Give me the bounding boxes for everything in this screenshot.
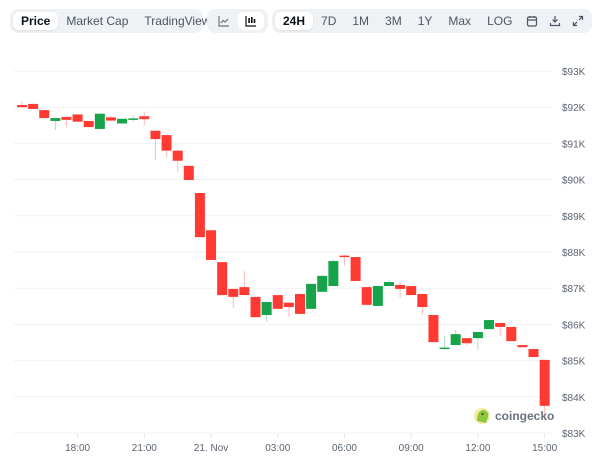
x-tick-label: 03:00 bbox=[265, 443, 290, 454]
x-tick-label: 12:00 bbox=[465, 443, 490, 454]
candle-down[interactable] bbox=[139, 116, 150, 120]
candlestick-chart-button[interactable] bbox=[238, 12, 265, 30]
candle-up[interactable] bbox=[306, 283, 317, 309]
candle-down[interactable] bbox=[61, 116, 72, 120]
y-tick-label: $87K bbox=[562, 284, 586, 295]
candle-down[interactable] bbox=[239, 287, 250, 296]
x-tick-label: 15:00 bbox=[532, 443, 557, 454]
download-button[interactable] bbox=[543, 12, 566, 30]
candle-down[interactable] bbox=[406, 286, 417, 296]
candle-down[interactable] bbox=[194, 192, 205, 238]
y-tick-label: $88K bbox=[562, 248, 586, 259]
y-tick-label: $86K bbox=[562, 320, 586, 331]
candle-down[interactable] bbox=[395, 284, 406, 289]
y-tick-label: $93K bbox=[562, 67, 586, 78]
candle-down[interactable] bbox=[272, 295, 283, 309]
candle-down[interactable] bbox=[17, 105, 27, 108]
candle-down[interactable] bbox=[361, 287, 372, 305]
tab-3m[interactable]: 3M bbox=[385, 14, 402, 28]
candle-up[interactable] bbox=[261, 301, 272, 315]
expand-button[interactable] bbox=[566, 12, 589, 30]
calendar-icon bbox=[526, 16, 537, 27]
candle-up[interactable] bbox=[450, 334, 461, 346]
candle-down[interactable] bbox=[161, 135, 172, 151]
candle-down[interactable] bbox=[283, 302, 294, 308]
candle-down[interactable] bbox=[339, 255, 350, 258]
candle-down[interactable] bbox=[83, 120, 94, 128]
tab-max[interactable]: Max bbox=[448, 14, 472, 28]
candle-down[interactable] bbox=[105, 117, 116, 121]
tab-24h[interactable]: 24H bbox=[275, 12, 314, 30]
tab-7d[interactable]: 7D bbox=[321, 14, 337, 28]
y-tick-label: $85K bbox=[562, 357, 586, 368]
candle-down[interactable] bbox=[183, 165, 194, 180]
candle-up[interactable] bbox=[94, 113, 105, 129]
candle-down[interactable] bbox=[28, 103, 39, 110]
candle-down[interactable] bbox=[150, 130, 161, 140]
candle-down[interactable] bbox=[172, 150, 183, 161]
expand-icon bbox=[572, 15, 583, 27]
line-chart-button[interactable] bbox=[211, 12, 237, 30]
download-icon bbox=[549, 16, 560, 27]
watermark-text: coingecko bbox=[495, 409, 554, 423]
candle-down[interactable] bbox=[72, 114, 83, 122]
coingecko-watermark: coingecko bbox=[474, 408, 554, 424]
y-tick-label: $89K bbox=[562, 212, 586, 223]
candle-down[interactable] bbox=[506, 326, 517, 342]
x-tick-label: 21. Nov bbox=[194, 443, 228, 454]
candle-up[interactable] bbox=[372, 286, 383, 306]
candle-down[interactable] bbox=[228, 288, 239, 297]
tab-price[interactable]: Price bbox=[13, 12, 59, 30]
tab-1m[interactable]: 1M bbox=[352, 14, 370, 28]
candle-up[interactable] bbox=[117, 118, 128, 124]
candle-up[interactable] bbox=[128, 118, 139, 120]
candle-up[interactable] bbox=[472, 332, 483, 339]
candle-down[interactable] bbox=[250, 296, 261, 318]
candle-up[interactable] bbox=[317, 275, 328, 292]
candle-up[interactable] bbox=[484, 320, 495, 330]
view-tabs: Price Market Cap TradingView bbox=[10, 9, 210, 33]
candle-down[interactable] bbox=[217, 262, 228, 296]
candle-down[interactable] bbox=[39, 110, 50, 119]
y-tick-label: $83K bbox=[562, 429, 586, 440]
candle-up[interactable] bbox=[50, 118, 61, 121]
x-tick-label: 09:00 bbox=[399, 443, 424, 454]
x-tick-label: 06:00 bbox=[332, 443, 357, 454]
tab-tradingview[interactable]: TradingView bbox=[144, 14, 211, 28]
candle-down[interactable] bbox=[206, 230, 217, 260]
y-tick-label: $91K bbox=[562, 139, 586, 150]
y-tick-label: $92K bbox=[562, 103, 586, 114]
candle-down[interactable] bbox=[495, 322, 506, 327]
candle-down[interactable] bbox=[350, 257, 361, 281]
x-tick-label: 18:00 bbox=[65, 443, 90, 454]
tab-1y[interactable]: 1Y bbox=[417, 14, 433, 28]
candle-up[interactable] bbox=[439, 347, 450, 350]
y-tick-label: $84K bbox=[562, 393, 586, 404]
x-tick-label: 21:00 bbox=[132, 443, 157, 454]
range-tabs: 24H 7D 1M 3M 1Y Max LOG bbox=[272, 9, 592, 33]
calendar-button[interactable] bbox=[520, 12, 543, 30]
candle-down[interactable] bbox=[417, 293, 428, 308]
candle-down[interactable] bbox=[528, 349, 539, 357]
tab-log[interactable]: LOG bbox=[487, 14, 513, 28]
candle-up[interactable] bbox=[328, 261, 339, 287]
line-chart-icon bbox=[218, 16, 229, 27]
candle-down[interactable] bbox=[461, 338, 472, 344]
candle-down[interactable] bbox=[428, 314, 439, 343]
candlestick-chart-icon bbox=[245, 16, 257, 27]
y-tick-label: $90K bbox=[562, 176, 586, 187]
candle-down[interactable] bbox=[517, 345, 528, 348]
chart-type-toggle bbox=[207, 9, 268, 33]
candle-down[interactable] bbox=[539, 359, 550, 406]
candle-up[interactable] bbox=[383, 282, 394, 287]
candle-down[interactable] bbox=[295, 293, 305, 314]
tab-market-cap[interactable]: Market Cap bbox=[66, 14, 129, 28]
